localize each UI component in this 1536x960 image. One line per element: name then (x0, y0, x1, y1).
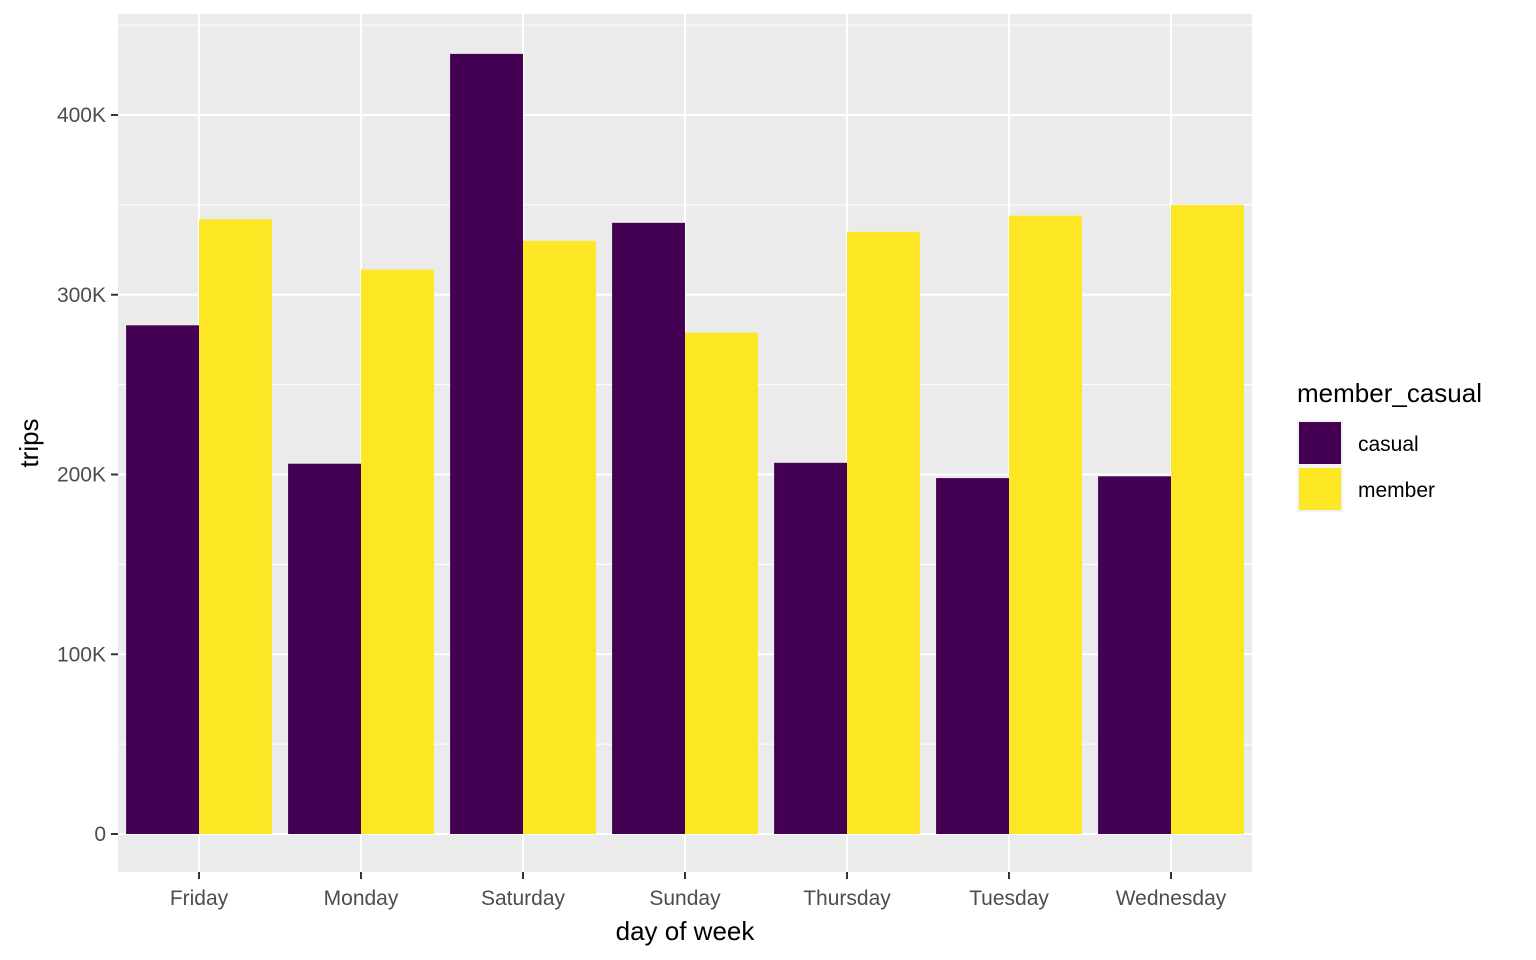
y-tick-label: 300K (57, 284, 106, 307)
bar-member-wednesday (1171, 204, 1244, 834)
y-tick-label: 200K (57, 464, 106, 487)
y-axis: 0 100K 200K 300K 400K (57, 104, 118, 846)
legend-keys: casual member (1297, 420, 1435, 512)
bar-member-saturday (523, 240, 596, 834)
x-tick-label: Thursday (803, 887, 891, 910)
bar-casual-thursday (774, 462, 847, 834)
legend-label-casual: casual (1358, 433, 1419, 456)
legend-label-member: member (1358, 479, 1435, 502)
y-axis-title: trips (14, 418, 44, 467)
x-tick-label: Monday (324, 887, 399, 910)
legend: member_casual casual member (1297, 378, 1482, 512)
bar-casual-sunday (612, 222, 685, 835)
legend-title: member_casual (1297, 378, 1482, 408)
bar-casual-wednesday (1098, 476, 1171, 834)
x-axis-title: day of week (616, 916, 756, 946)
y-tick-label: 400K (57, 104, 106, 127)
x-tick-label: Saturday (481, 887, 566, 910)
bar-member-thursday (847, 231, 920, 834)
legend-key-casual (1299, 422, 1341, 464)
x-tick-label: Tuesday (969, 887, 1049, 910)
bar-casual-tuesday (936, 478, 1009, 834)
bar-casual-monday (288, 463, 361, 834)
legend-key-member (1299, 468, 1341, 510)
x-tick-label: Friday (170, 887, 229, 910)
bar-casual-friday (126, 325, 199, 834)
bar-member-tuesday (1009, 215, 1082, 834)
bar-casual-saturday (450, 53, 523, 834)
bar-member-friday (199, 219, 272, 834)
x-tick-label: Wednesday (1116, 887, 1227, 910)
x-tick-label: Sunday (649, 887, 721, 910)
bar-member-sunday (685, 332, 758, 834)
bars (126, 53, 1244, 835)
y-tick-label: 0 (94, 823, 106, 846)
y-tick-label: 100K (57, 643, 106, 666)
x-axis: Friday Monday Saturday Sunday Thursday Tuesda… (170, 872, 1227, 910)
bar-member-monday (361, 269, 434, 835)
